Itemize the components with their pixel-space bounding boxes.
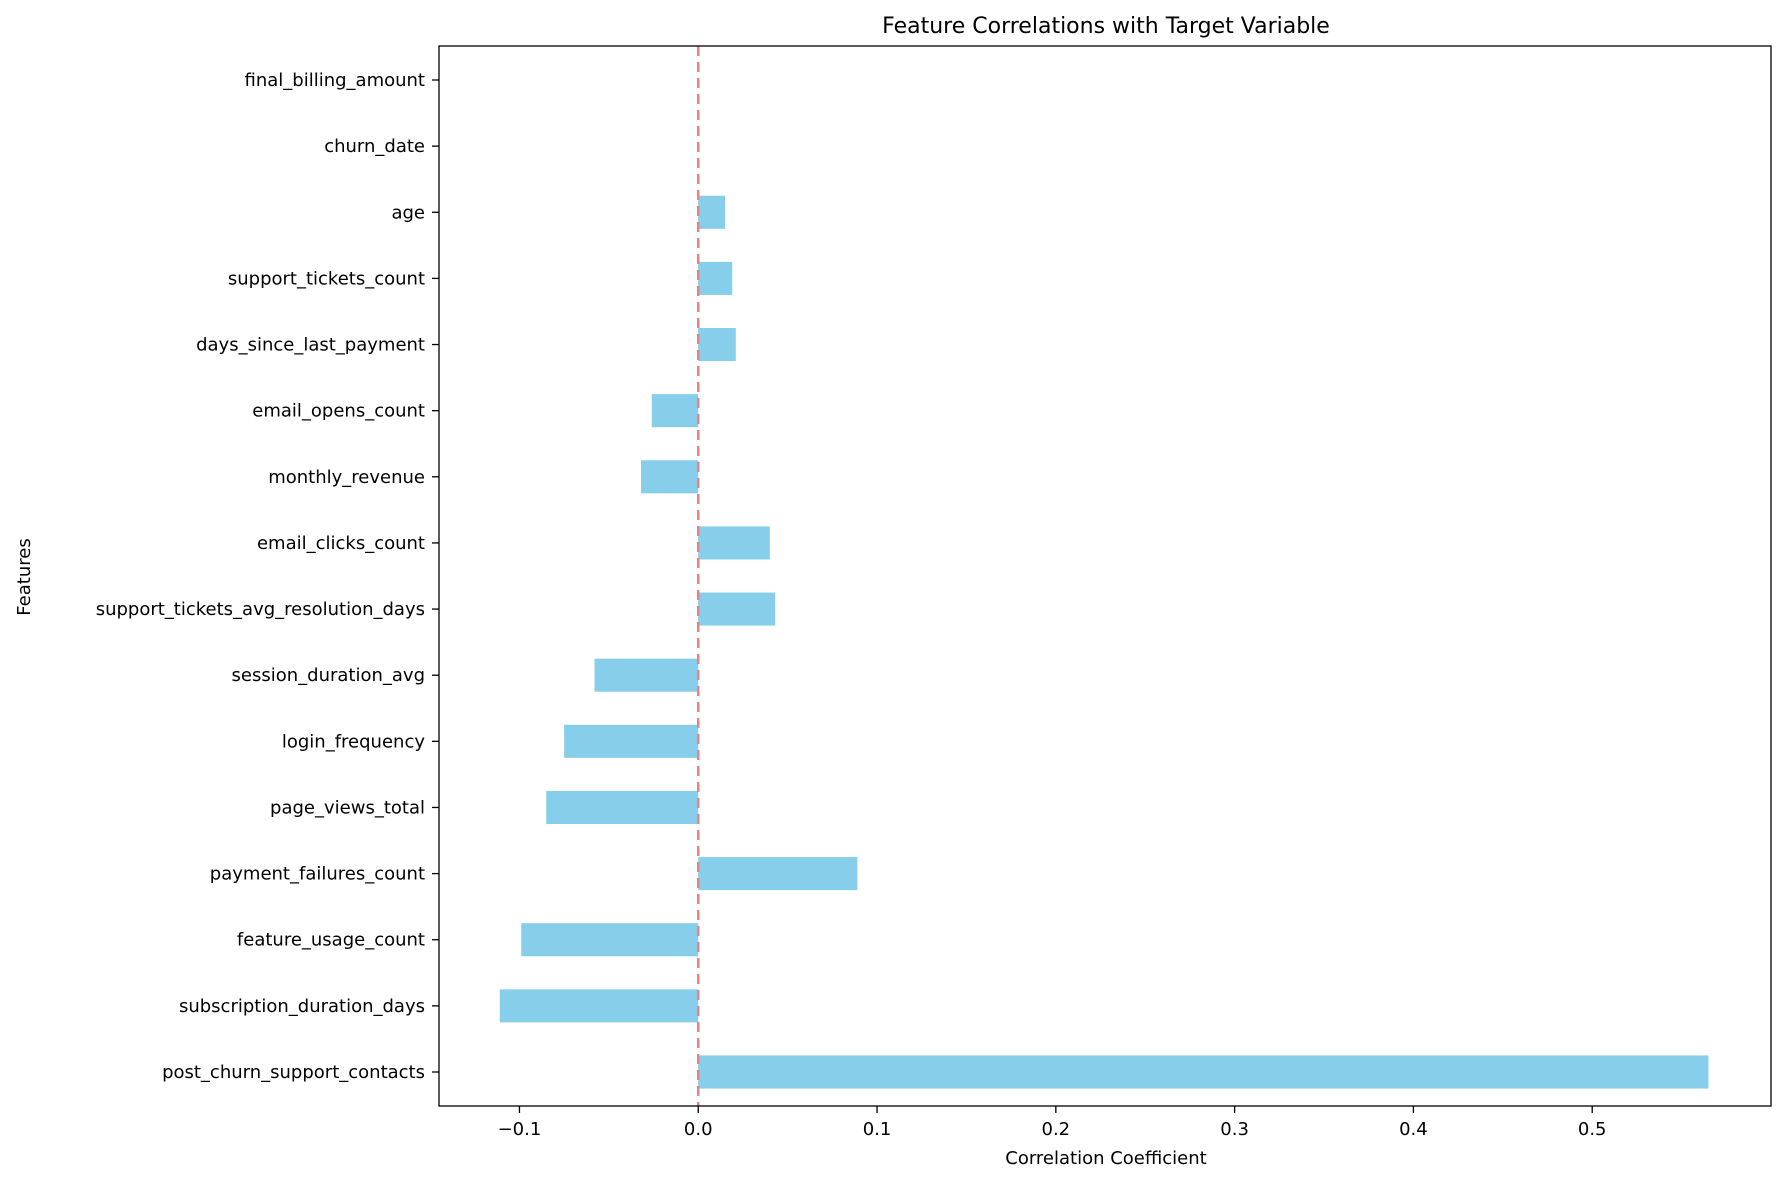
y-axis-ticks: post_churn_support_contacts subscription_… [96,70,439,1083]
bar-support-tickets-count [698,261,733,295]
y-tick-label: email_opens_count [252,401,425,422]
bar-page-views-total [546,790,699,824]
chart-title: Feature Correlations with Target Variabl… [882,14,1330,39]
bar-email-opens-count [651,394,699,428]
y-tick-label: subscription_duration_days [179,996,425,1017]
y-tick-label: monthly_revenue [268,467,425,488]
y-tick-label: post_churn_support_contacts [162,1062,425,1083]
x-tick-label: −0.1 [498,1119,542,1140]
y-tick-label: login_frequency [282,731,425,752]
y-tick-label: support_tickets_count [228,268,425,289]
y-tick-label: days_since_last_payment [196,335,425,356]
x-tick-label: 0.5 [1578,1119,1607,1140]
bars-group [499,195,1709,1089]
x-tick-label: 0.3 [1220,1119,1249,1140]
bar-days-since-last-payment [698,328,736,362]
y-tick-label: payment_failures_count [210,864,425,885]
y-tick-label: final_billing_amount [245,70,426,91]
bar-age [698,195,726,229]
y-tick-label: feature_usage_count [237,930,425,951]
x-tick-label: 0.1 [863,1119,892,1140]
y-tick-label: churn_date [324,136,425,157]
y-tick-label: session_duration_avg [232,665,425,686]
bar-support-tickets-avg-resolution-days [698,592,776,626]
y-tick-label: support_tickets_avg_resolution_days [96,599,425,620]
bar-payment-failures-count [698,857,858,891]
x-tick-label: 0.0 [684,1119,713,1140]
x-tick-label: 0.4 [1399,1119,1428,1140]
bar-subscription-duration-days [499,989,699,1023]
bar-post-churn-support-contacts [698,1055,1709,1089]
y-tick-label: age [391,202,425,223]
x-axis-label: Correlation Coefficient [1005,1148,1206,1169]
bar-session-duration-avg [594,658,699,692]
x-tick-label: 0.2 [1042,1119,1071,1140]
x-axis-ticks: −0.1 0.0 0.1 0.2 0.3 0.4 0.5 [498,1106,1607,1140]
y-tick-label: email_clicks_count [257,533,425,554]
bar-login-frequency [564,724,699,758]
y-axis-label: Features [14,538,35,615]
y-tick-label: page_views_total [270,797,425,818]
bar-feature-usage-count [521,923,699,957]
plot-area-frame [438,45,1772,1107]
bar-monthly-revenue [641,460,699,494]
bar-email-clicks-count [698,526,770,560]
